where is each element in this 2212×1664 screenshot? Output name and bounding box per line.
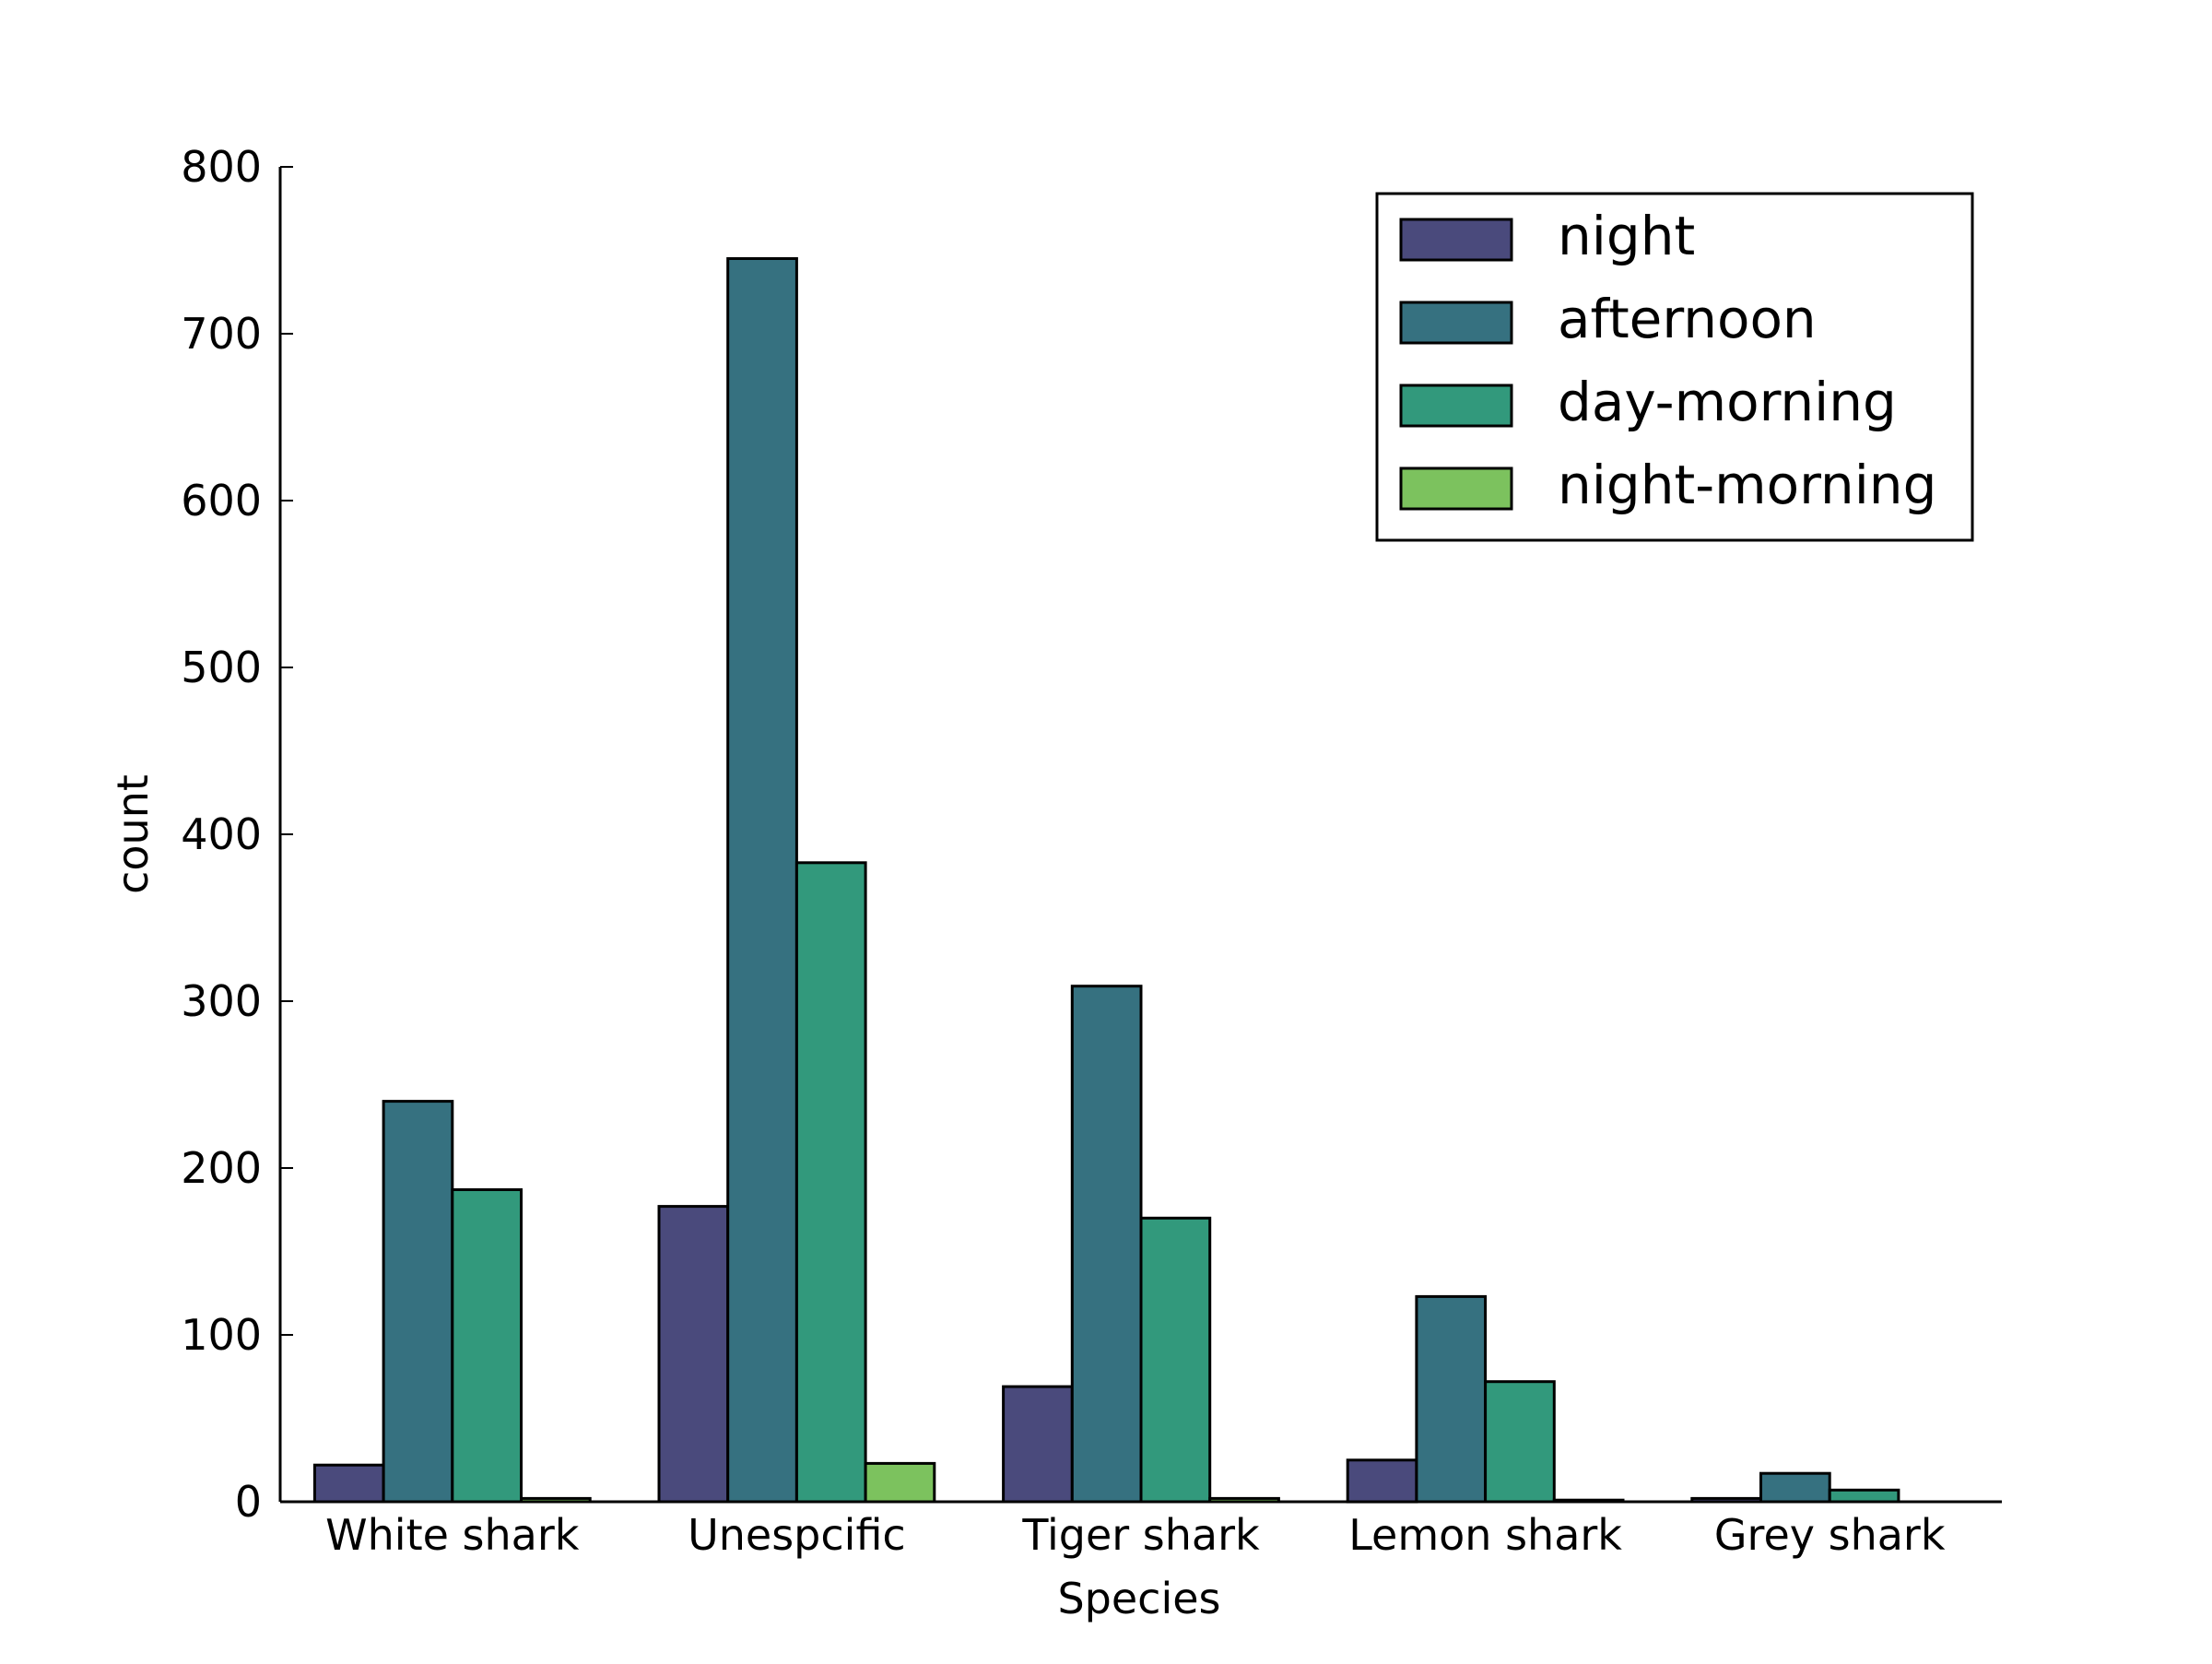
bar-night-0 — [312, 1463, 385, 1504]
x-tick-label: Grey shark — [1714, 1510, 1946, 1560]
bar-day-morning-1 — [794, 861, 867, 1504]
bar-afternoon-3 — [1415, 1294, 1488, 1504]
legend-swatch-night-morning — [1399, 466, 1513, 511]
x-tick-label: Tiger shark — [1021, 1510, 1260, 1560]
bar-day-morning-2 — [1139, 1216, 1212, 1504]
bar-afternoon-1 — [726, 257, 798, 1504]
bar-night-morning-1 — [864, 1461, 936, 1504]
bar-afternoon-4 — [1759, 1471, 1831, 1504]
y-tick-label: 800 — [181, 142, 262, 192]
bars-layer — [312, 257, 1900, 1504]
x-tick-label: Lemon shark — [1348, 1510, 1622, 1560]
y-axis-label: count — [108, 774, 158, 894]
bar-night-3 — [1346, 1458, 1418, 1504]
y-tick-label: 600 — [181, 476, 262, 525]
bar-night-2 — [1002, 1385, 1074, 1504]
bar-day-morning-4 — [1828, 1488, 1900, 1504]
x-axis-label: Species — [1057, 1574, 1220, 1623]
bar-day-morning-0 — [451, 1188, 523, 1504]
legend-swatch-day-morning — [1399, 384, 1513, 428]
bar-afternoon-0 — [382, 1100, 454, 1504]
legend-label-night-morning: night-morning — [1558, 454, 1936, 516]
legend-label-afternoon: afternoon — [1558, 288, 1817, 350]
legend-label-day-morning: day-morning — [1558, 371, 1897, 433]
x-tick-label: White shark — [325, 1510, 580, 1560]
legend-label-night: night — [1558, 205, 1695, 267]
y-tick-label: 300 — [181, 976, 262, 1026]
bar-night-1 — [657, 1205, 730, 1504]
legend: night afternoon day-morning night-morning — [1375, 192, 1974, 542]
x-tick-label: Unespcific — [688, 1510, 906, 1560]
legend-swatch-night — [1399, 218, 1513, 262]
legend-swatch-afternoon — [1399, 301, 1513, 345]
y-tick-label: 400 — [181, 809, 262, 859]
y-tick-label: 100 — [181, 1310, 262, 1360]
y-tick-label: 200 — [181, 1143, 262, 1193]
y-tick-label: 500 — [181, 643, 262, 692]
ticks-layer: 0 100 200 300 400 500 600 700 800 White shark Unes… — [181, 142, 1946, 1560]
y-tick-label: 0 — [235, 1477, 262, 1527]
y-tick-label: 700 — [181, 309, 262, 359]
bar-day-morning-3 — [1484, 1380, 1556, 1504]
bar-afternoon-2 — [1070, 985, 1143, 1504]
